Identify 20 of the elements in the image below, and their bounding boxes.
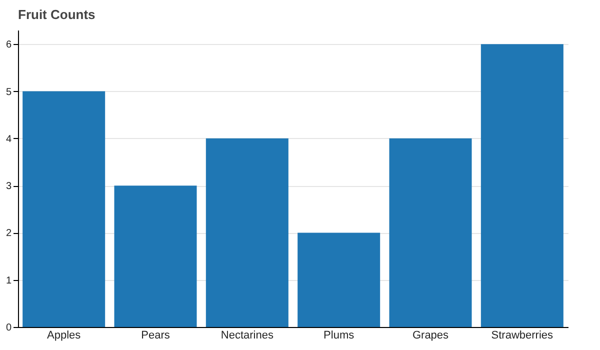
- x-tick-label: Plums: [324, 330, 355, 342]
- y-tick-label: 5: [6, 86, 12, 98]
- bar: [114, 186, 197, 327]
- y-tick-label: 0: [6, 322, 12, 334]
- x-tick-label: Strawberries: [491, 330, 554, 342]
- y-tick-label: 2: [6, 228, 12, 240]
- y-tick-label: 6: [6, 40, 12, 51]
- x-tick-label: Pears: [141, 330, 170, 342]
- bar: [22, 91, 106, 327]
- bar: [480, 44, 564, 327]
- y-tick-label: 1: [6, 275, 12, 286]
- bar: [298, 232, 380, 327]
- y-tick-label: 3: [6, 181, 12, 192]
- x-tick-label: Apples: [47, 330, 82, 342]
- chart-title: Fruit Counts: [18, 7, 96, 22]
- y-tick-label: 4: [6, 134, 12, 145]
- bar: [206, 138, 288, 327]
- x-tick-label: Grapes: [412, 330, 450, 342]
- bar: [389, 138, 472, 327]
- x-tick-label: Nectarines: [220, 330, 274, 342]
